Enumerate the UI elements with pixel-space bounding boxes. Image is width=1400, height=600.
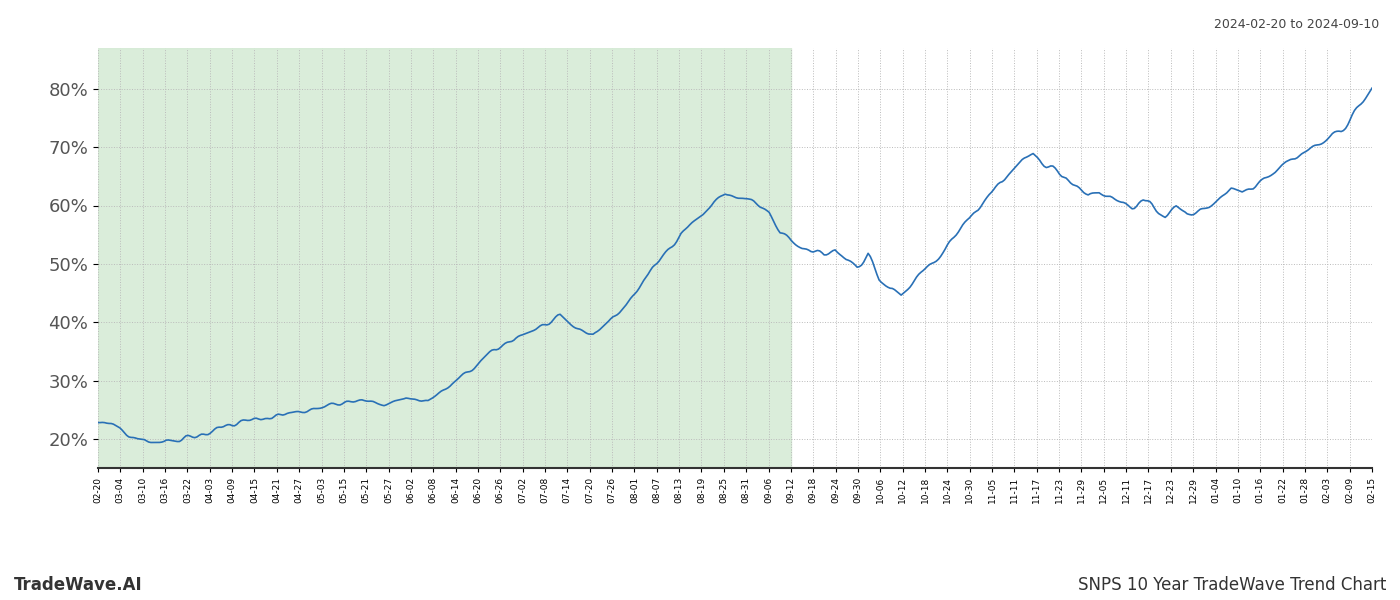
Text: TradeWave.AI: TradeWave.AI bbox=[14, 576, 143, 594]
Text: 2024-02-20 to 2024-09-10: 2024-02-20 to 2024-09-10 bbox=[1214, 18, 1379, 31]
Bar bbox=[98, 48, 791, 468]
Text: SNPS 10 Year TradeWave Trend Chart: SNPS 10 Year TradeWave Trend Chart bbox=[1078, 576, 1386, 594]
